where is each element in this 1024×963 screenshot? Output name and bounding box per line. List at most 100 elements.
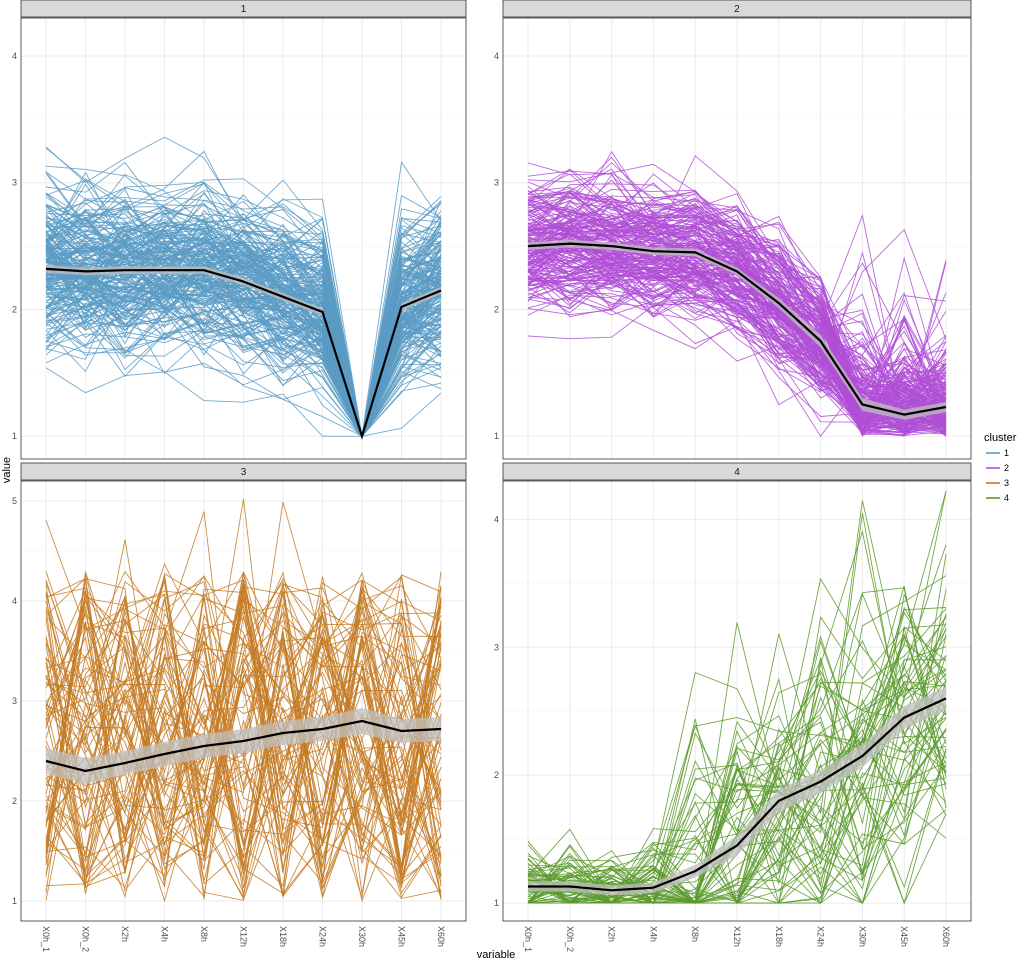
x-tick-label: X12h — [732, 926, 742, 947]
profile-line — [527, 491, 947, 899]
profile-line — [45, 578, 442, 898]
x-tick-label: X60h — [436, 926, 446, 947]
profile-line — [527, 235, 947, 422]
x-tick-label: X0h_1 — [523, 926, 533, 952]
profile-line — [45, 570, 442, 880]
x-axis-title: variable — [477, 949, 516, 961]
profile-line — [45, 187, 442, 437]
facet-strip-label: 2 — [734, 4, 740, 15]
x-tick-label: X30h — [857, 926, 867, 947]
mean-trend-line — [45, 267, 442, 440]
x-tick-label: X18h — [278, 926, 288, 947]
profile-line — [45, 306, 442, 438]
profile-line — [45, 584, 442, 884]
profile-line — [527, 240, 947, 430]
profile-line — [45, 614, 442, 898]
x-tick-label: X0h_2 — [565, 926, 575, 952]
profile-line — [45, 635, 442, 864]
profile-line — [45, 615, 442, 901]
profile-line — [527, 199, 947, 434]
panel-border — [20, 480, 467, 922]
profile-line — [45, 585, 442, 858]
profile-line — [45, 233, 442, 438]
profile-line — [45, 268, 442, 438]
profile-line — [45, 573, 442, 878]
mean-trend-line — [45, 719, 442, 773]
profile-line — [45, 205, 442, 437]
y-tick-label: 3 — [12, 178, 17, 188]
profile-line — [45, 612, 442, 901]
profile-line — [527, 234, 947, 420]
x-tick-label: X8h — [690, 926, 700, 942]
facet-strip — [502, 0, 972, 18]
profile-line — [527, 199, 947, 428]
profile-line — [527, 222, 947, 426]
profile-line — [527, 633, 947, 904]
profile-lines — [45, 498, 442, 903]
x-tick-label: X60h — [941, 926, 951, 947]
panel-border — [20, 17, 467, 460]
x-tick-label: X12h — [239, 926, 249, 947]
profile-line — [527, 225, 947, 425]
profile-line — [45, 579, 442, 875]
profile-line — [45, 501, 442, 857]
profile-line — [45, 336, 442, 437]
panel-border — [502, 17, 972, 460]
profile-line — [45, 602, 442, 878]
profile-line — [527, 269, 947, 426]
profile-line — [45, 571, 442, 859]
x-tick-label: X18h — [774, 926, 784, 947]
profile-line — [527, 608, 947, 903]
profile-line — [527, 705, 947, 904]
profile-line — [45, 302, 442, 438]
y-tick-label: 2 — [12, 796, 17, 806]
legend: cluster 1 2 3 4 — [984, 432, 1017, 503]
x-tick-label: X2h — [120, 926, 130, 942]
y-tick-label: 4 — [494, 514, 499, 524]
profile-line — [527, 253, 947, 423]
y-tick-label: 4 — [494, 51, 499, 61]
profile-lines — [45, 136, 442, 438]
y-tick-label: 1 — [12, 431, 17, 441]
profile-line — [527, 626, 947, 893]
profile-line — [45, 597, 442, 842]
x-tick-label: X4h — [160, 926, 170, 942]
profile-line — [527, 206, 947, 417]
x-tick-label: X24h — [816, 926, 826, 947]
profile-line — [527, 269, 947, 390]
facet-strip-label: 3 — [241, 467, 247, 478]
x-tick-label: X4h — [648, 926, 658, 942]
profile-line — [45, 588, 442, 885]
profile-line — [527, 200, 947, 402]
profile-line — [45, 570, 442, 874]
facet-panel-3: 3 1 2 3 4 5 X0h_1 X0h_2 X2h X4h X8h X12h X18h X24h X30… — [12, 462, 467, 952]
profile-line — [45, 621, 442, 887]
profile-line — [45, 584, 442, 899]
legend-label-1: 1 — [1004, 448, 1009, 458]
facet-strip-label: 4 — [734, 467, 740, 478]
profile-line — [527, 227, 947, 428]
profile-line — [45, 266, 442, 437]
y-tick-label: 1 — [12, 896, 17, 906]
profile-line — [45, 270, 442, 438]
profile-line — [45, 595, 442, 831]
profile-line — [45, 250, 442, 438]
profile-line — [45, 571, 442, 898]
profile-line — [45, 498, 442, 884]
x-tick-label: X8h — [199, 926, 209, 942]
confidence-band — [528, 686, 946, 896]
profile-line — [527, 227, 947, 425]
facet-panel-4: 4 1 2 3 4 X0h_1 X0h_2 X2h X4h X8h X12h X18h X24h X30h… — [494, 462, 972, 952]
x-tick-label: X24h — [318, 926, 328, 947]
y-tick-label: 3 — [494, 642, 499, 652]
profile-line — [527, 616, 947, 904]
y-tick-label: 2 — [494, 304, 499, 314]
profile-line — [45, 579, 442, 899]
x-tick-label: X0h_1 — [41, 926, 51, 952]
facet-strip — [502, 462, 972, 481]
y-tick-label: 2 — [494, 770, 499, 780]
mean-trend-line — [527, 242, 947, 416]
y-tick-label: 1 — [494, 431, 499, 441]
x-tick-label: X45h — [899, 926, 909, 947]
facet-strip-label: 1 — [241, 4, 247, 15]
